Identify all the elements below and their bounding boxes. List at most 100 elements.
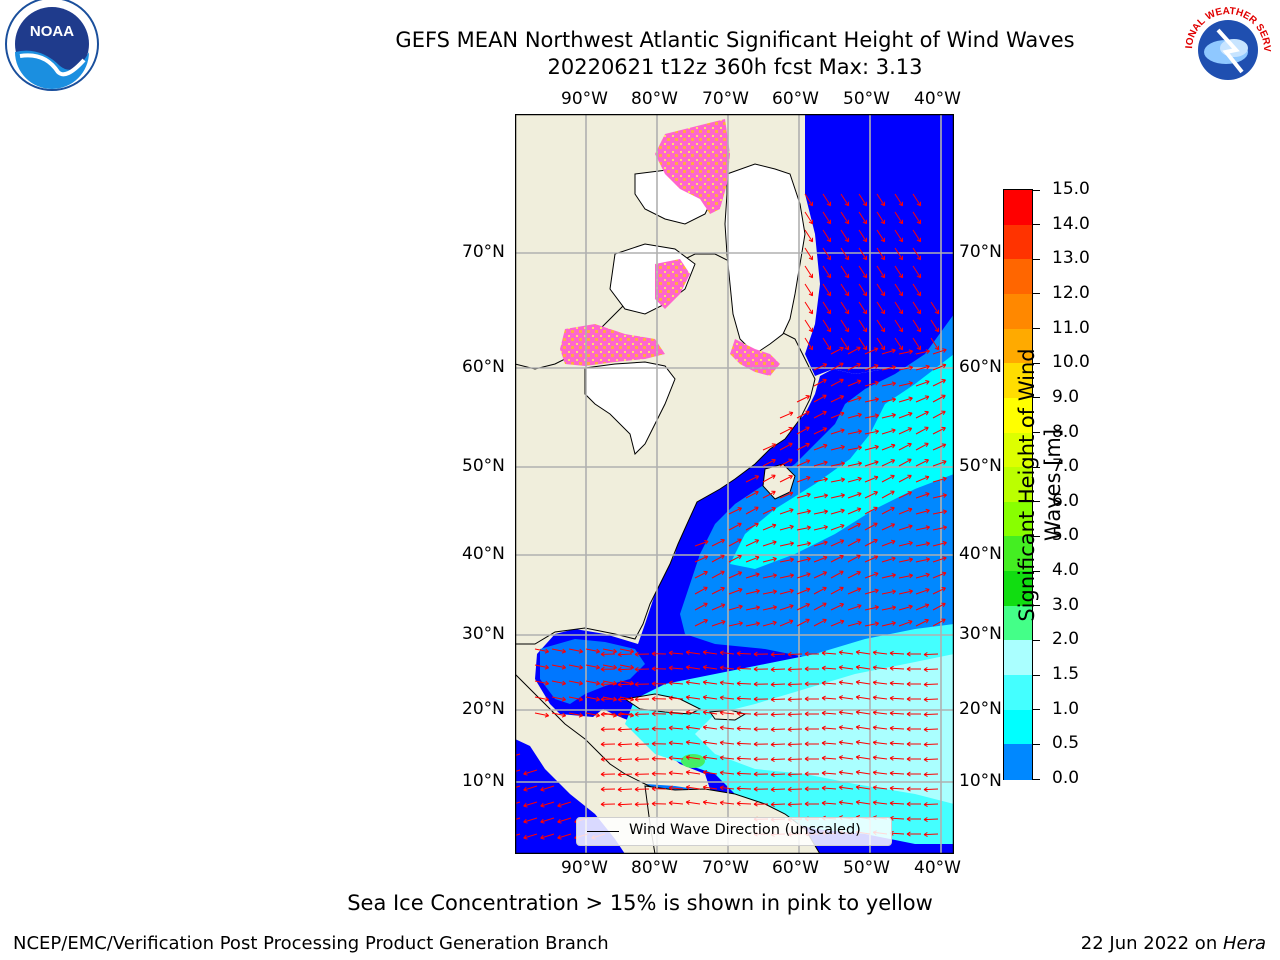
wind-arrow bbox=[872, 770, 888, 776]
wind-arrow bbox=[876, 301, 886, 315]
wind-arrow bbox=[540, 833, 555, 840]
wind-arrow bbox=[796, 541, 812, 547]
wind-arrow bbox=[813, 555, 828, 563]
wind-arrow bbox=[881, 428, 896, 435]
wind-arrow bbox=[736, 710, 752, 716]
colorbar-tick-label: 6.0 bbox=[1052, 490, 1080, 511]
wind-arrow bbox=[915, 410, 929, 419]
wind-arrow bbox=[847, 587, 862, 595]
wind-arrow bbox=[898, 540, 913, 547]
wind-arrow bbox=[634, 741, 650, 747]
wind-arrow bbox=[864, 397, 879, 403]
wind-arrow bbox=[830, 378, 844, 387]
wind-arrow bbox=[600, 726, 616, 732]
wind-arrow bbox=[602, 664, 618, 670]
lon-label: 50°W bbox=[843, 89, 890, 109]
colorbar-tick-mark bbox=[1033, 743, 1040, 745]
colorbar-tick-mark bbox=[1033, 570, 1040, 572]
wind-arrow bbox=[787, 726, 803, 732]
colorbar-tick-label: 15.0 bbox=[1052, 179, 1090, 199]
wind-arrow bbox=[617, 667, 633, 673]
wind-arrow bbox=[912, 193, 922, 207]
wind-arrow bbox=[685, 755, 701, 760]
wind-arrow bbox=[858, 319, 868, 333]
noaa-logo: NOAA bbox=[0, 0, 104, 104]
wind-arrow bbox=[753, 756, 769, 762]
colorbar-segment bbox=[1004, 744, 1032, 780]
colorbar-tick-mark bbox=[1033, 778, 1040, 780]
wind-arrow bbox=[894, 301, 904, 315]
wind-arrow bbox=[923, 651, 939, 657]
wind-arrow bbox=[523, 785, 538, 792]
wind-arrow bbox=[855, 784, 871, 790]
wind-arrow bbox=[881, 412, 896, 419]
wind-arrow bbox=[719, 695, 735, 701]
wind-arrow bbox=[872, 665, 888, 671]
wind-arrow bbox=[906, 771, 922, 777]
wind-arrow bbox=[840, 319, 850, 333]
wind-arrow bbox=[651, 786, 667, 792]
wind-arrow bbox=[779, 508, 794, 515]
wind-arrow bbox=[668, 695, 684, 701]
wind-arrow bbox=[602, 712, 618, 718]
wind-arrow bbox=[881, 459, 896, 467]
wind-arrow bbox=[830, 586, 844, 595]
wind-arrow bbox=[779, 491, 794, 499]
wind-arrow bbox=[804, 786, 820, 792]
wind-arrow bbox=[898, 589, 913, 595]
wind-arrow bbox=[770, 727, 786, 733]
wind-arrow bbox=[602, 648, 618, 654]
wind-arrow bbox=[804, 319, 814, 333]
map-title: GEFS MEAN Northwest Atlantic Significant… bbox=[395, 28, 1075, 52]
wind-arrow bbox=[668, 725, 684, 731]
wind-arrow bbox=[881, 621, 896, 627]
wind-arrow bbox=[915, 395, 930, 403]
wind-arrow bbox=[855, 724, 871, 730]
wind-arrow bbox=[568, 664, 584, 670]
wind-arrow bbox=[876, 337, 886, 351]
wind-arrow bbox=[557, 817, 572, 824]
wind-arrow bbox=[668, 650, 684, 656]
wind-arrow bbox=[634, 756, 650, 762]
wave-band-cyan bbox=[730, 354, 954, 569]
wind-arrow bbox=[617, 757, 633, 763]
wind-arrow bbox=[796, 492, 811, 499]
wind-arrow bbox=[872, 755, 888, 761]
colorbar-tick-label: 4.0 bbox=[1052, 560, 1080, 581]
wind-arrow bbox=[838, 710, 854, 716]
wind-arrow bbox=[779, 604, 794, 611]
wind-arrow bbox=[617, 652, 633, 658]
nws-logo: NATIONAL WEATHER SERVICE bbox=[1174, 0, 1278, 100]
colorbar-tick-mark bbox=[1033, 293, 1040, 295]
wind-arrow bbox=[821, 755, 837, 761]
wind-arrow bbox=[932, 509, 948, 515]
wind-arrow bbox=[796, 426, 810, 435]
wind-arrow bbox=[847, 604, 862, 611]
wind-arrow bbox=[770, 667, 786, 673]
wind-arrow bbox=[736, 680, 752, 686]
wind-arrow bbox=[515, 801, 521, 805]
wind-arrow bbox=[813, 477, 828, 483]
wind-arrow bbox=[770, 652, 786, 658]
colorbar-tick-label: 1.5 bbox=[1052, 664, 1080, 685]
wind-arrow bbox=[551, 696, 567, 702]
wind-arrow bbox=[762, 573, 778, 579]
wind-arrow bbox=[770, 742, 786, 748]
wind-arrow bbox=[685, 770, 701, 775]
wind-arrow bbox=[858, 283, 868, 297]
wind-arrow bbox=[770, 772, 786, 778]
wind-arrow bbox=[728, 522, 742, 531]
wind-arrow bbox=[634, 666, 650, 672]
wind-arrow bbox=[840, 337, 850, 351]
wind-arrow bbox=[568, 712, 584, 718]
wind-arrow bbox=[864, 347, 879, 355]
wind-arrow bbox=[813, 427, 828, 435]
colorbar-tick-label: 5.0 bbox=[1052, 525, 1080, 546]
wind-arrow bbox=[840, 301, 850, 315]
wind-arrow bbox=[702, 799, 718, 805]
wind-arrow bbox=[745, 572, 760, 579]
wind-arrow bbox=[779, 458, 793, 467]
colorbar-tick-label: 2.0 bbox=[1052, 629, 1080, 650]
wind-arrow bbox=[634, 771, 650, 777]
wind-arrow bbox=[906, 651, 922, 657]
